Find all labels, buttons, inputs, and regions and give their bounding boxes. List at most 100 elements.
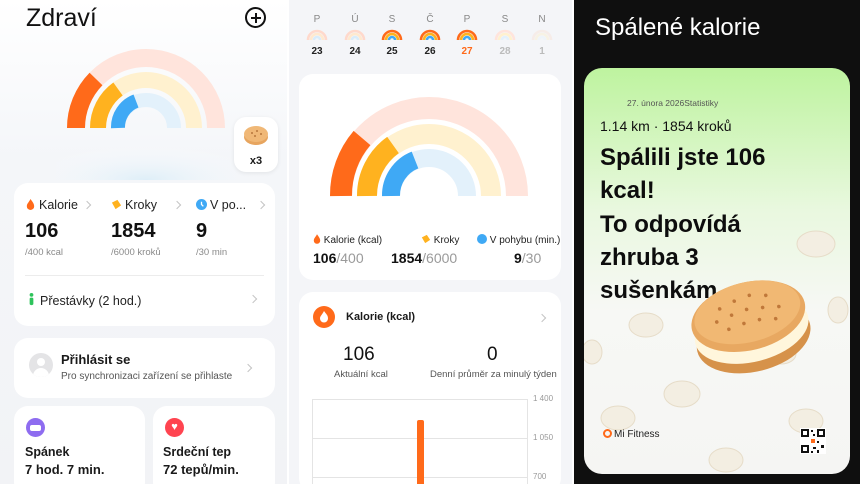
activity-rings bbox=[56, 49, 236, 180]
average-kcal-value: 0 bbox=[487, 344, 498, 365]
y-tick-label: 1 400 bbox=[533, 394, 554, 403]
login-title: Přihlásit se bbox=[61, 352, 131, 367]
stat-calories-goal: /400 kcal bbox=[25, 247, 64, 258]
chevron-right-icon bbox=[537, 313, 547, 323]
week-day-number[interactable]: 1 bbox=[539, 46, 545, 57]
day-ring-icon[interactable] bbox=[456, 29, 478, 41]
day-ring-icon[interactable] bbox=[344, 29, 366, 41]
brand-logo: Mi Fitness bbox=[603, 429, 660, 440]
day-ring-icon[interactable] bbox=[494, 29, 516, 41]
current-kcal-label: Aktuální kcal bbox=[334, 369, 388, 380]
legend-move-value: 9/30 bbox=[514, 250, 542, 266]
headline-line: Spálili jste 106 bbox=[600, 144, 766, 171]
headline-line: sušenkám. bbox=[600, 277, 725, 304]
chevron-right-icon bbox=[256, 200, 266, 210]
cookie-count: x3 bbox=[249, 155, 263, 167]
divider bbox=[25, 275, 264, 276]
chevron-right-icon bbox=[82, 200, 92, 210]
day-ring-icon[interactable] bbox=[306, 29, 328, 41]
steps-icon bbox=[111, 199, 122, 210]
week-day-number[interactable]: 26 bbox=[424, 46, 436, 57]
day-ring-icon[interactable] bbox=[419, 29, 441, 41]
page-title: Zdraví bbox=[26, 4, 97, 32]
average-kcal-label: Denní průměr za minulý týden bbox=[430, 369, 557, 380]
current-kcal-value: 106 bbox=[343, 344, 375, 365]
date-line: 27. února 2026Statistiky bbox=[627, 98, 719, 108]
legend-steps-value: 1854/6000 bbox=[391, 250, 458, 266]
login-card[interactable]: Přihlásit se Pro synchronizaci zařízení … bbox=[14, 338, 275, 398]
heart-rate-label: Srdeční tep bbox=[163, 445, 232, 459]
stat-move-value: 9 bbox=[196, 220, 208, 242]
week-day-letter: S bbox=[501, 14, 509, 25]
stat-calories-label: Kalorie bbox=[25, 198, 78, 212]
activity-detail-screen: P 23 Ú 24 S 25 Č 26 P 27 S 28 N 1 Kalorie (kcal) Krok… bbox=[289, 0, 572, 484]
legend-move: V pohybu (min.) bbox=[477, 234, 560, 246]
chart-bar bbox=[417, 420, 424, 484]
flame-badge-icon bbox=[313, 306, 335, 328]
stat-steps-value: 1854 bbox=[111, 220, 156, 242]
week-day-letter: P bbox=[313, 14, 321, 25]
brand-ring-icon bbox=[603, 429, 612, 438]
day-ring-icon[interactable] bbox=[381, 29, 403, 41]
week-day-number[interactable]: 25 bbox=[386, 46, 398, 57]
health-home-screen: Zdraví x3 Kalorie Kroky bbox=[0, 0, 287, 484]
day-ring-icon[interactable] bbox=[531, 29, 553, 41]
week-day-letter: Ú bbox=[351, 14, 359, 25]
stat-steps-label: Kroky bbox=[111, 198, 157, 212]
breaks-row[interactable]: Přestávky (2 hod.) bbox=[26, 293, 141, 308]
flame-icon bbox=[313, 234, 321, 244]
activity-stats-card[interactable]: Kalorie Kroky V po... 106 1854 9 /400 kc… bbox=[14, 183, 275, 326]
heart-rate-value: 72 tepů/min. bbox=[163, 462, 239, 477]
headline-line: zhruba 3 bbox=[600, 244, 699, 271]
activity-rings-large bbox=[329, 97, 528, 197]
stat-move-label: V po... bbox=[196, 198, 246, 212]
steps-icon bbox=[421, 234, 431, 244]
week-day-number[interactable]: 28 bbox=[499, 46, 511, 57]
grid-line bbox=[312, 399, 527, 400]
cookie-icon bbox=[244, 126, 268, 145]
week-day-letter: Č bbox=[426, 14, 434, 25]
week-day-number[interactable]: 24 bbox=[349, 46, 361, 57]
headline-line: To odpovídá bbox=[600, 211, 741, 238]
y-tick-label: 1 050 bbox=[533, 433, 554, 442]
sleep-label: Spánek bbox=[25, 445, 70, 459]
week-day-letter: P bbox=[463, 14, 471, 25]
clock-icon bbox=[477, 234, 487, 244]
calories-chart: 1 400 1 050 700 bbox=[312, 394, 560, 484]
legend-steps: Kroky bbox=[421, 234, 459, 246]
distance-line: 1.14 km · 1854 kroků bbox=[600, 118, 732, 134]
standing-person-icon bbox=[29, 293, 34, 306]
sleep-card[interactable]: Spánek 7 hod. 7 min. bbox=[14, 406, 145, 484]
cookie-equivalent-badge[interactable]: x3 bbox=[234, 117, 278, 172]
chevron-right-icon bbox=[243, 363, 253, 373]
week-day-number[interactable]: 27 bbox=[461, 46, 473, 57]
stat-calories-value: 106 bbox=[25, 220, 59, 242]
share-title: Spálené kalorie bbox=[595, 14, 761, 41]
avatar bbox=[29, 353, 53, 377]
calories-card[interactable]: Kalorie (kcal) 106 Aktuální kcal 0 Denní… bbox=[299, 292, 561, 484]
sandwich-cookie-image bbox=[691, 280, 811, 374]
sleep-value: 7 hod. 7 min. bbox=[25, 462, 105, 477]
share-card-screen: Spálené kalorie 27. února 2026Statistiky… bbox=[574, 0, 860, 484]
stat-steps-goal: /6000 kroků bbox=[111, 247, 161, 258]
headline-line: kcal! bbox=[600, 177, 655, 204]
flame-icon bbox=[26, 199, 35, 210]
week-day-letter: N bbox=[538, 14, 546, 25]
chevron-right-icon bbox=[248, 294, 258, 304]
heart-icon: ♥ bbox=[165, 418, 184, 437]
login-subtitle: Pro synchronizaci zařízení se přihlaste bbox=[61, 371, 233, 382]
legend-calories: Kalorie (kcal) bbox=[313, 234, 382, 246]
stat-move-goal: /30 min bbox=[196, 247, 228, 258]
chevron-right-icon bbox=[172, 200, 182, 210]
calories-share-card: 27. února 2026Statistiky 1.14 km · 1854 … bbox=[584, 68, 850, 474]
qr-code bbox=[800, 428, 826, 454]
rings-card: Kalorie (kcal) Kroky V pohybu (min.) 106… bbox=[299, 74, 561, 280]
week-day-letter: S bbox=[388, 14, 396, 25]
add-button[interactable] bbox=[245, 7, 266, 28]
calories-card-title: Kalorie (kcal) bbox=[346, 311, 416, 323]
legend-calories-value: 106/400 bbox=[313, 250, 364, 266]
clock-icon bbox=[196, 199, 207, 210]
heart-rate-card[interactable]: ♥ Srdeční tep 72 tepů/min. bbox=[153, 406, 275, 484]
bed-icon bbox=[26, 418, 45, 437]
week-day-number[interactable]: 23 bbox=[311, 46, 323, 57]
